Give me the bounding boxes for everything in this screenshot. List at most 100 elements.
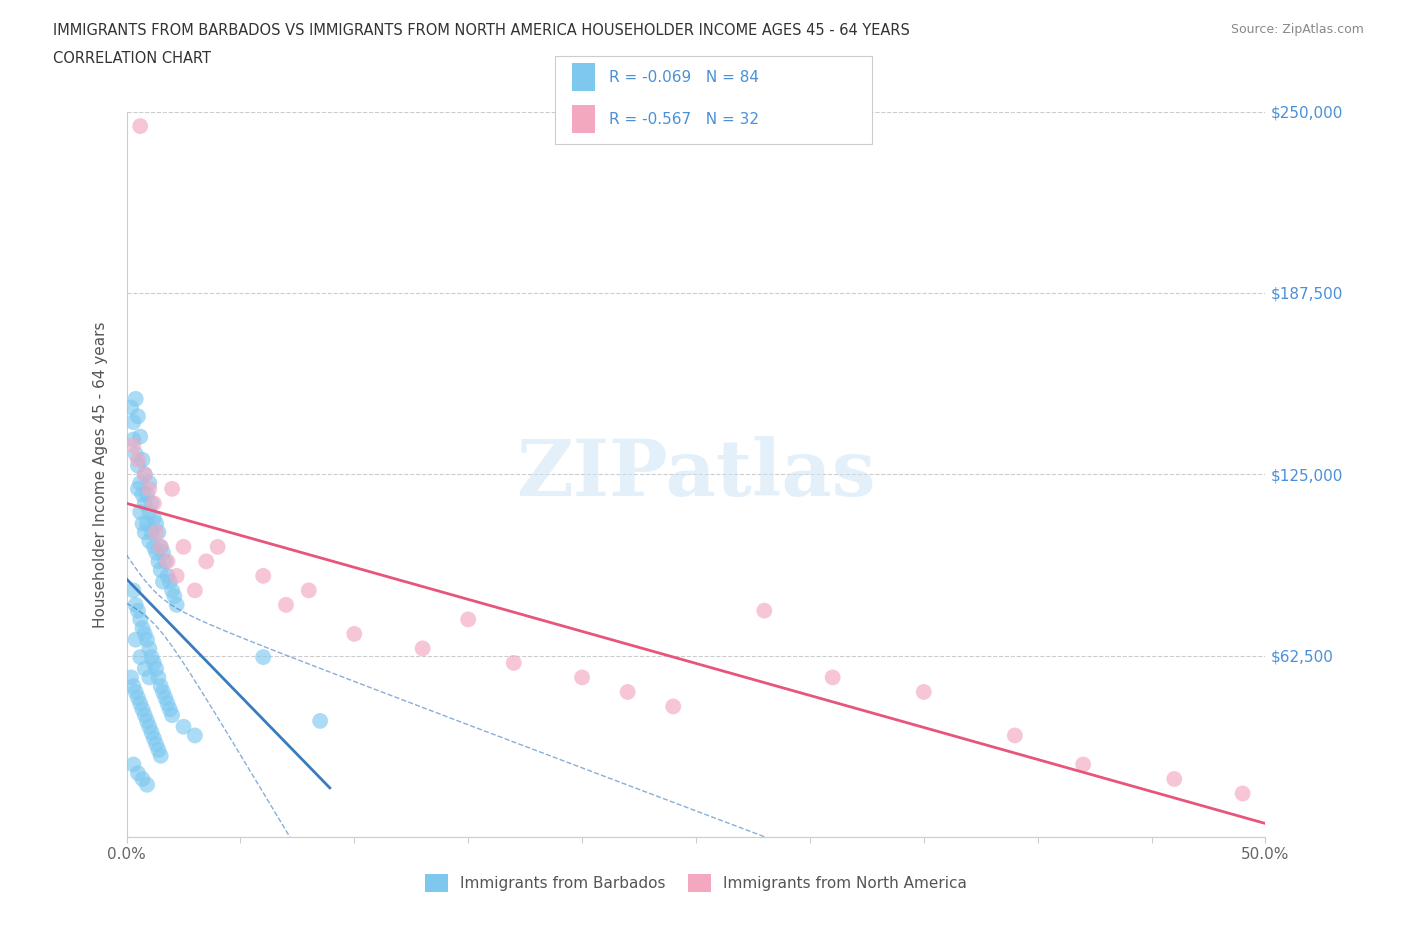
Point [156, 696, 179, 711]
Text: R = -0.069   N = 84: R = -0.069 N = 84 [609, 70, 759, 85]
Point [184, 728, 207, 743]
Point [571, 670, 593, 684]
Point [142, 731, 165, 746]
Point [821, 670, 844, 684]
Point [149, 539, 172, 554]
Point [134, 467, 156, 482]
Text: Source: ZipAtlas.com: Source: ZipAtlas.com [1230, 23, 1364, 36]
Point [274, 597, 297, 612]
Point [134, 467, 156, 482]
Point [134, 627, 156, 642]
Point [138, 641, 160, 656]
Point [136, 516, 159, 531]
Point [127, 409, 149, 424]
Point [131, 702, 153, 717]
Point [131, 620, 153, 635]
Point [122, 757, 145, 772]
Point [141, 496, 163, 511]
Point [145, 545, 167, 560]
Point [662, 699, 685, 714]
Text: CORRELATION CHART: CORRELATION CHART [53, 51, 211, 66]
Point [152, 684, 174, 699]
Text: IMMIGRANTS FROM BARBADOS VS IMMIGRANTS FROM NORTH AMERICA HOUSEHOLDER INCOME AGE: IMMIGRANTS FROM BARBADOS VS IMMIGRANTS F… [53, 23, 910, 38]
Point [124, 632, 146, 647]
Point [155, 690, 177, 705]
Point [298, 583, 321, 598]
Point [142, 539, 165, 554]
Point [120, 670, 142, 684]
Point [122, 679, 145, 694]
Point [138, 719, 160, 734]
Point [122, 415, 145, 430]
Point [122, 583, 145, 598]
Point [136, 487, 159, 502]
Point [252, 650, 274, 665]
Point [122, 438, 145, 453]
Point [457, 612, 479, 627]
Point [127, 458, 149, 473]
Point [152, 574, 174, 589]
Point [148, 554, 170, 569]
Point [502, 656, 524, 671]
Point [149, 539, 172, 554]
Point [149, 749, 172, 764]
Point [252, 568, 274, 583]
Point [166, 568, 188, 583]
Point [127, 690, 149, 705]
Point [1071, 757, 1094, 772]
Point [172, 719, 194, 734]
Point [122, 432, 145, 447]
Point [155, 554, 177, 569]
Point [131, 487, 153, 502]
Point [184, 583, 207, 598]
Point [1232, 786, 1254, 801]
Point [149, 563, 172, 578]
Point [616, 684, 638, 699]
Point [134, 496, 156, 511]
Point [129, 505, 152, 520]
Point [120, 400, 142, 415]
Point [160, 708, 183, 723]
Point [129, 696, 152, 711]
Point [1163, 772, 1185, 787]
Point [159, 702, 181, 717]
Point [141, 525, 163, 539]
Text: R = -0.567   N = 32: R = -0.567 N = 32 [609, 112, 759, 126]
Point [124, 392, 146, 406]
Point [343, 627, 366, 642]
Point [145, 525, 167, 539]
Point [124, 446, 146, 461]
Point [145, 516, 167, 531]
Point [1004, 728, 1026, 743]
Point [160, 583, 183, 598]
Point [912, 684, 935, 699]
Point [124, 684, 146, 699]
Point [163, 589, 186, 604]
Point [127, 765, 149, 780]
Point [138, 670, 160, 684]
Point [127, 482, 149, 497]
Point [142, 496, 165, 511]
Point [138, 482, 160, 497]
Point [172, 539, 194, 554]
Point [136, 713, 159, 728]
Point [156, 568, 179, 583]
Point [145, 661, 167, 676]
Text: ZIPatlas: ZIPatlas [516, 436, 876, 512]
Point [138, 534, 160, 549]
Y-axis label: Householder Income Ages 45 - 64 years: Householder Income Ages 45 - 64 years [93, 321, 108, 628]
Point [148, 525, 170, 539]
Point [160, 482, 183, 497]
Point [127, 452, 149, 467]
Point [145, 737, 167, 751]
Point [166, 597, 188, 612]
Point [156, 554, 179, 569]
Point [129, 475, 152, 490]
Point [124, 597, 146, 612]
Point [129, 650, 152, 665]
Point [141, 650, 163, 665]
Point [148, 670, 170, 684]
Point [195, 554, 218, 569]
Point [152, 545, 174, 560]
Point [131, 516, 153, 531]
